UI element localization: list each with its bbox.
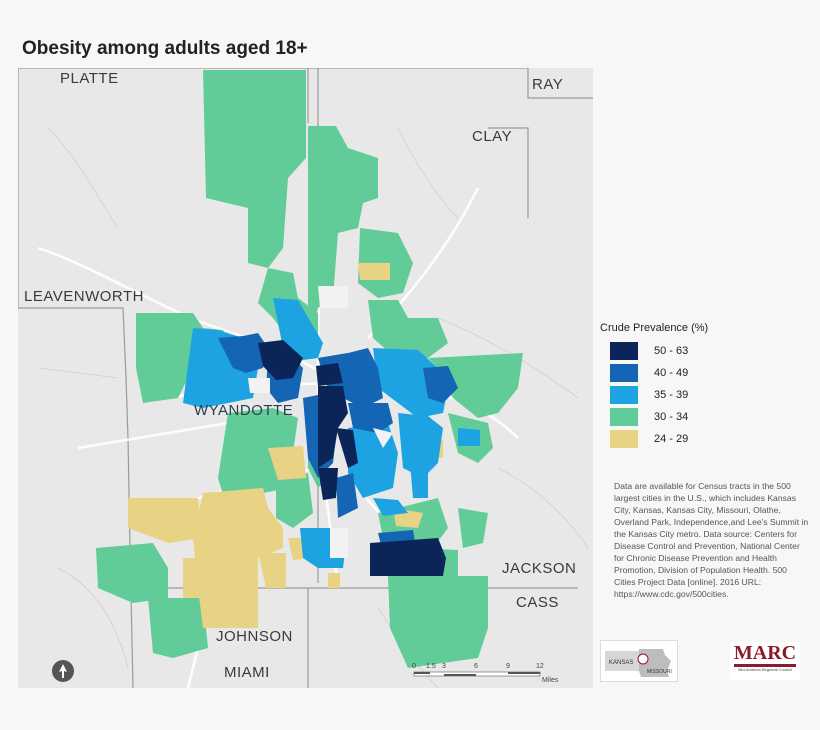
tracts-35-39 — [183, 298, 480, 568]
county-label-cass: CASS — [516, 594, 559, 611]
legend-swatch — [610, 408, 638, 426]
missouri-logo-text: MISSOURI — [647, 669, 672, 675]
county-label-miami: MIAMI — [224, 664, 270, 681]
legend-item: 35 - 39 — [610, 384, 800, 406]
county-label-platte: PLATTE — [60, 70, 119, 87]
kansas-missouri-logo: KANSAS MISSOURI — [600, 640, 678, 682]
county-label-ray: RAY — [532, 76, 564, 93]
legend-item: 30 - 34 — [610, 406, 800, 428]
marc-logo-bar — [734, 664, 796, 667]
map-frame[interactable]: PLATTE RAY CLAY LEAVENWORTH WYANDOTTE JA… — [18, 68, 593, 688]
marc-logo-text: MARC — [733, 642, 797, 664]
kansas-logo-text: KANSAS — [609, 660, 633, 666]
legend-label: 50 - 63 — [654, 345, 689, 357]
non-data-areas — [248, 286, 393, 558]
legend-swatch — [610, 364, 638, 382]
scale-tick-3: 6 — [474, 663, 478, 670]
legend-item: 40 - 49 — [610, 362, 800, 384]
legend-swatch — [610, 386, 638, 404]
legend-label: 24 - 29 — [654, 433, 689, 445]
scale-tick-5: 12 — [536, 663, 544, 670]
scale-tick-4: 9 — [506, 663, 510, 670]
legend-item: 50 - 63 — [610, 340, 800, 362]
county-label-leavenworth: LEAVENWORTH — [24, 288, 144, 305]
legend-label: 35 - 39 — [654, 389, 689, 401]
tracts-30-34 — [96, 70, 523, 668]
scale-tick-2: 3 — [442, 663, 446, 670]
county-label-jackson: JACKSON — [502, 560, 577, 577]
legend-item: 24 - 29 — [610, 428, 800, 450]
legend-swatch — [610, 430, 638, 448]
legend: Crude Prevalence (%) 50 - 63 40 - 49 35 … — [600, 322, 800, 450]
scale-tick-1: 1.5 — [426, 663, 436, 670]
county-label-clay: CLAY — [472, 128, 513, 145]
scale-tick-0: 0 — [412, 663, 416, 670]
county-label-wyandotte: WYANDOTTE — [194, 402, 294, 419]
county-label-johnson: JOHNSON — [216, 628, 293, 645]
data-source-note: Data are available for Census tracts in … — [614, 481, 809, 599]
marc-logo-subtitle: Mid-America Regional Council — [738, 667, 792, 672]
tracts-50-63 — [258, 340, 446, 576]
north-arrow-icon — [52, 660, 74, 682]
legend-title: Crude Prevalence (%) — [600, 322, 709, 334]
scale-unit: Miles — [542, 677, 559, 684]
legend-label: 40 - 49 — [654, 367, 689, 379]
legend-label: 30 - 34 — [654, 411, 689, 423]
page-title: Obesity among adults aged 18+ — [22, 38, 308, 59]
legend-swatch — [610, 342, 638, 360]
scale-bar: 0 1.5 3 6 9 12 Miles — [412, 660, 572, 688]
marc-logo: MARC Mid-America Regional Council — [730, 642, 800, 680]
choropleth-map — [18, 68, 593, 688]
